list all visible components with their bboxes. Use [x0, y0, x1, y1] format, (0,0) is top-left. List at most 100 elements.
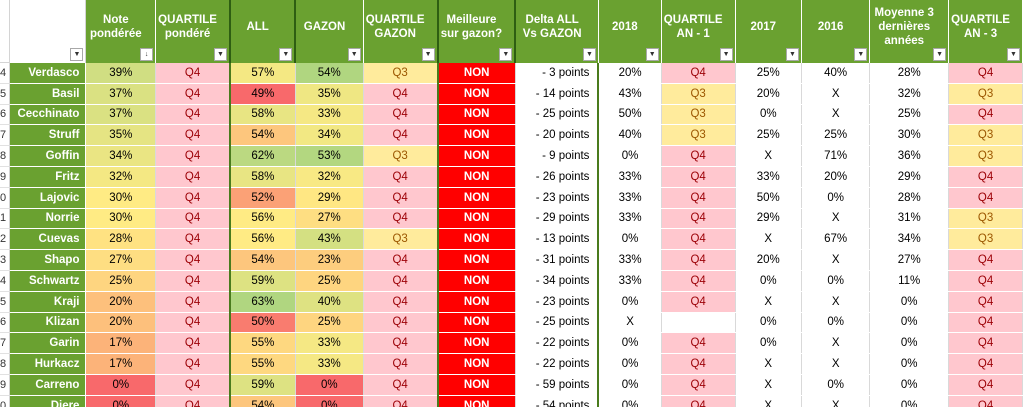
meilleure-gazon-cell[interactable]: NON — [436, 374, 516, 396]
note-cell[interactable]: 25% — [85, 270, 157, 292]
quartile-ponderé-cell[interactable]: Q4 — [155, 291, 231, 313]
quartile-ponderé-cell[interactable]: Q4 — [155, 145, 231, 167]
delta-cell[interactable]: - 59 points — [515, 374, 600, 396]
quartile-an-1-cell[interactable]: Q4 — [661, 353, 736, 375]
quartile-an-1-cell[interactable]: Q4 — [661, 228, 736, 251]
moyenne-cell[interactable]: 28% — [869, 187, 950, 209]
row-number[interactable]: 6 — [0, 312, 11, 334]
row-number[interactable]: 7 — [0, 124, 11, 147]
moyenne-cell[interactable]: 0% — [869, 291, 950, 313]
note-cell[interactable]: 17% — [85, 332, 157, 355]
row-number[interactable]: 8 — [0, 145, 11, 167]
delta-cell[interactable]: - 14 points — [515, 83, 600, 105]
quartile-gazon-cell[interactable]: Q3 — [363, 62, 439, 84]
player-name-cell[interactable]: Klizan — [9, 312, 87, 334]
meilleure-gazon-cell[interactable]: NON — [436, 312, 516, 334]
player-name-cell[interactable]: Verdasco — [9, 62, 87, 84]
year-2017-cell[interactable]: 20% — [735, 249, 803, 271]
moyenne-cell[interactable]: 11% — [869, 270, 950, 292]
row-number[interactable]: 0 — [0, 395, 11, 407]
sort-filter-icon[interactable]: ↓ — [140, 47, 154, 61]
note-cell[interactable]: 37% — [85, 104, 157, 126]
year-2016-cell[interactable]: X — [801, 291, 871, 313]
year-2016-cell[interactable]: 20% — [801, 166, 871, 188]
row-number[interactable]: 1 — [0, 208, 11, 230]
gazon-cell[interactable]: 33% — [295, 332, 364, 355]
filter-dropdown-icon[interactable]: ▼ — [854, 47, 868, 61]
row-number[interactable]: 0 — [0, 187, 11, 209]
all-cell[interactable]: 59% — [228, 374, 296, 396]
year-2018-cell[interactable]: 0% — [598, 145, 662, 167]
meilleure-gazon-cell[interactable]: NON — [436, 124, 516, 147]
row-number[interactable]: 9 — [0, 374, 11, 396]
quartile-gazon-cell[interactable]: Q4 — [363, 104, 439, 126]
quartile-an-1-cell[interactable] — [661, 312, 736, 334]
column-header[interactable]: 2017 ▼ — [735, 0, 803, 63]
year-2016-cell[interactable]: X — [801, 249, 871, 271]
note-cell[interactable]: 35% — [85, 124, 157, 147]
player-name-cell[interactable]: Shapo — [9, 249, 87, 271]
year-2016-cell[interactable]: X — [801, 83, 871, 105]
all-cell[interactable]: 54% — [228, 249, 296, 271]
gazon-cell[interactable]: 25% — [295, 270, 364, 292]
quartile-ponderé-cell[interactable]: Q4 — [155, 332, 231, 355]
quartile-gazon-cell[interactable]: Q4 — [363, 208, 439, 230]
row-number[interactable]: 6 — [0, 104, 11, 126]
quartile-an-1-cell[interactable]: Q3 — [661, 83, 736, 105]
note-cell[interactable]: 20% — [85, 291, 157, 313]
year-2018-cell[interactable]: 43% — [598, 83, 662, 105]
quartile-gazon-cell[interactable]: Q4 — [363, 374, 439, 396]
year-2018-cell[interactable]: 33% — [598, 270, 662, 292]
note-cell[interactable]: 20% — [85, 312, 157, 334]
quartile-gazon-cell[interactable]: Q4 — [363, 166, 439, 188]
note-cell[interactable]: 34% — [85, 145, 157, 167]
player-name-cell[interactable]: Lajovic — [9, 187, 87, 209]
quartile-an-3-cell[interactable]: Q4 — [948, 332, 1023, 355]
meilleure-gazon-cell[interactable]: NON — [436, 228, 516, 251]
quartile-ponderé-cell[interactable]: Q4 — [155, 249, 231, 271]
gazon-cell[interactable]: 40% — [295, 291, 364, 313]
column-header[interactable]: Meilleure sur gazon? ▼ — [436, 0, 517, 63]
column-header[interactable]: QUARTILE GAZON ▼ — [363, 0, 439, 63]
note-cell[interactable]: 39% — [85, 62, 157, 84]
quartile-gazon-cell[interactable]: Q4 — [363, 312, 439, 334]
quartile-an-1-cell[interactable]: Q4 — [661, 187, 736, 209]
note-cell[interactable]: 32% — [85, 166, 157, 188]
quartile-an-3-cell[interactable]: Q4 — [948, 104, 1023, 126]
year-2018-cell[interactable]: 40% — [598, 124, 662, 147]
year-2017-cell[interactable]: 0% — [735, 270, 803, 292]
meilleure-gazon-cell[interactable]: NON — [436, 62, 516, 84]
gazon-cell[interactable]: 32% — [295, 166, 364, 188]
year-2017-cell[interactable]: 0% — [735, 104, 803, 126]
meilleure-gazon-cell[interactable]: NON — [436, 249, 516, 271]
quartile-an-1-cell[interactable]: Q4 — [661, 291, 736, 313]
column-header[interactable]: Delta ALL Vs GAZON ▼ — [515, 0, 599, 63]
quartile-ponderé-cell[interactable]: Q4 — [155, 166, 231, 188]
year-2018-cell[interactable]: 0% — [598, 228, 662, 251]
note-cell[interactable]: 30% — [85, 187, 157, 209]
note-cell[interactable]: 28% — [85, 228, 157, 251]
quartile-an-1-cell[interactable]: Q4 — [661, 395, 736, 407]
column-header[interactable]: 2018 ▼ — [598, 0, 662, 63]
quartile-an-3-cell[interactable]: Q3 — [948, 124, 1023, 147]
player-name-cell[interactable]: Struff — [9, 124, 87, 147]
player-name-cell[interactable]: Garin — [9, 332, 87, 355]
quartile-gazon-cell[interactable]: Q4 — [363, 332, 439, 355]
quartile-an-1-cell[interactable]: Q3 — [661, 104, 736, 126]
quartile-gazon-cell[interactable]: Q4 — [363, 291, 439, 313]
year-2016-cell[interactable]: X — [801, 104, 871, 126]
moyenne-cell[interactable]: 0% — [869, 312, 950, 334]
quartile-an-3-cell[interactable]: Q4 — [948, 166, 1023, 188]
quartile-an-1-cell[interactable]: Q4 — [661, 270, 736, 292]
all-cell[interactable]: 58% — [228, 166, 296, 188]
delta-cell[interactable]: - 34 points — [515, 270, 600, 292]
quartile-gazon-cell[interactable]: Q4 — [363, 124, 439, 147]
year-2018-cell[interactable]: 33% — [598, 249, 662, 271]
row-number[interactable]: 8 — [0, 353, 11, 375]
player-name-cell[interactable]: Carreno — [9, 374, 87, 396]
year-2018-cell[interactable]: 0% — [598, 374, 662, 396]
delta-cell[interactable]: - 22 points — [515, 353, 600, 375]
quartile-an-3-cell[interactable]: Q4 — [948, 374, 1023, 396]
note-cell[interactable]: 0% — [85, 374, 157, 396]
quartile-an-1-cell[interactable]: Q4 — [661, 332, 736, 355]
